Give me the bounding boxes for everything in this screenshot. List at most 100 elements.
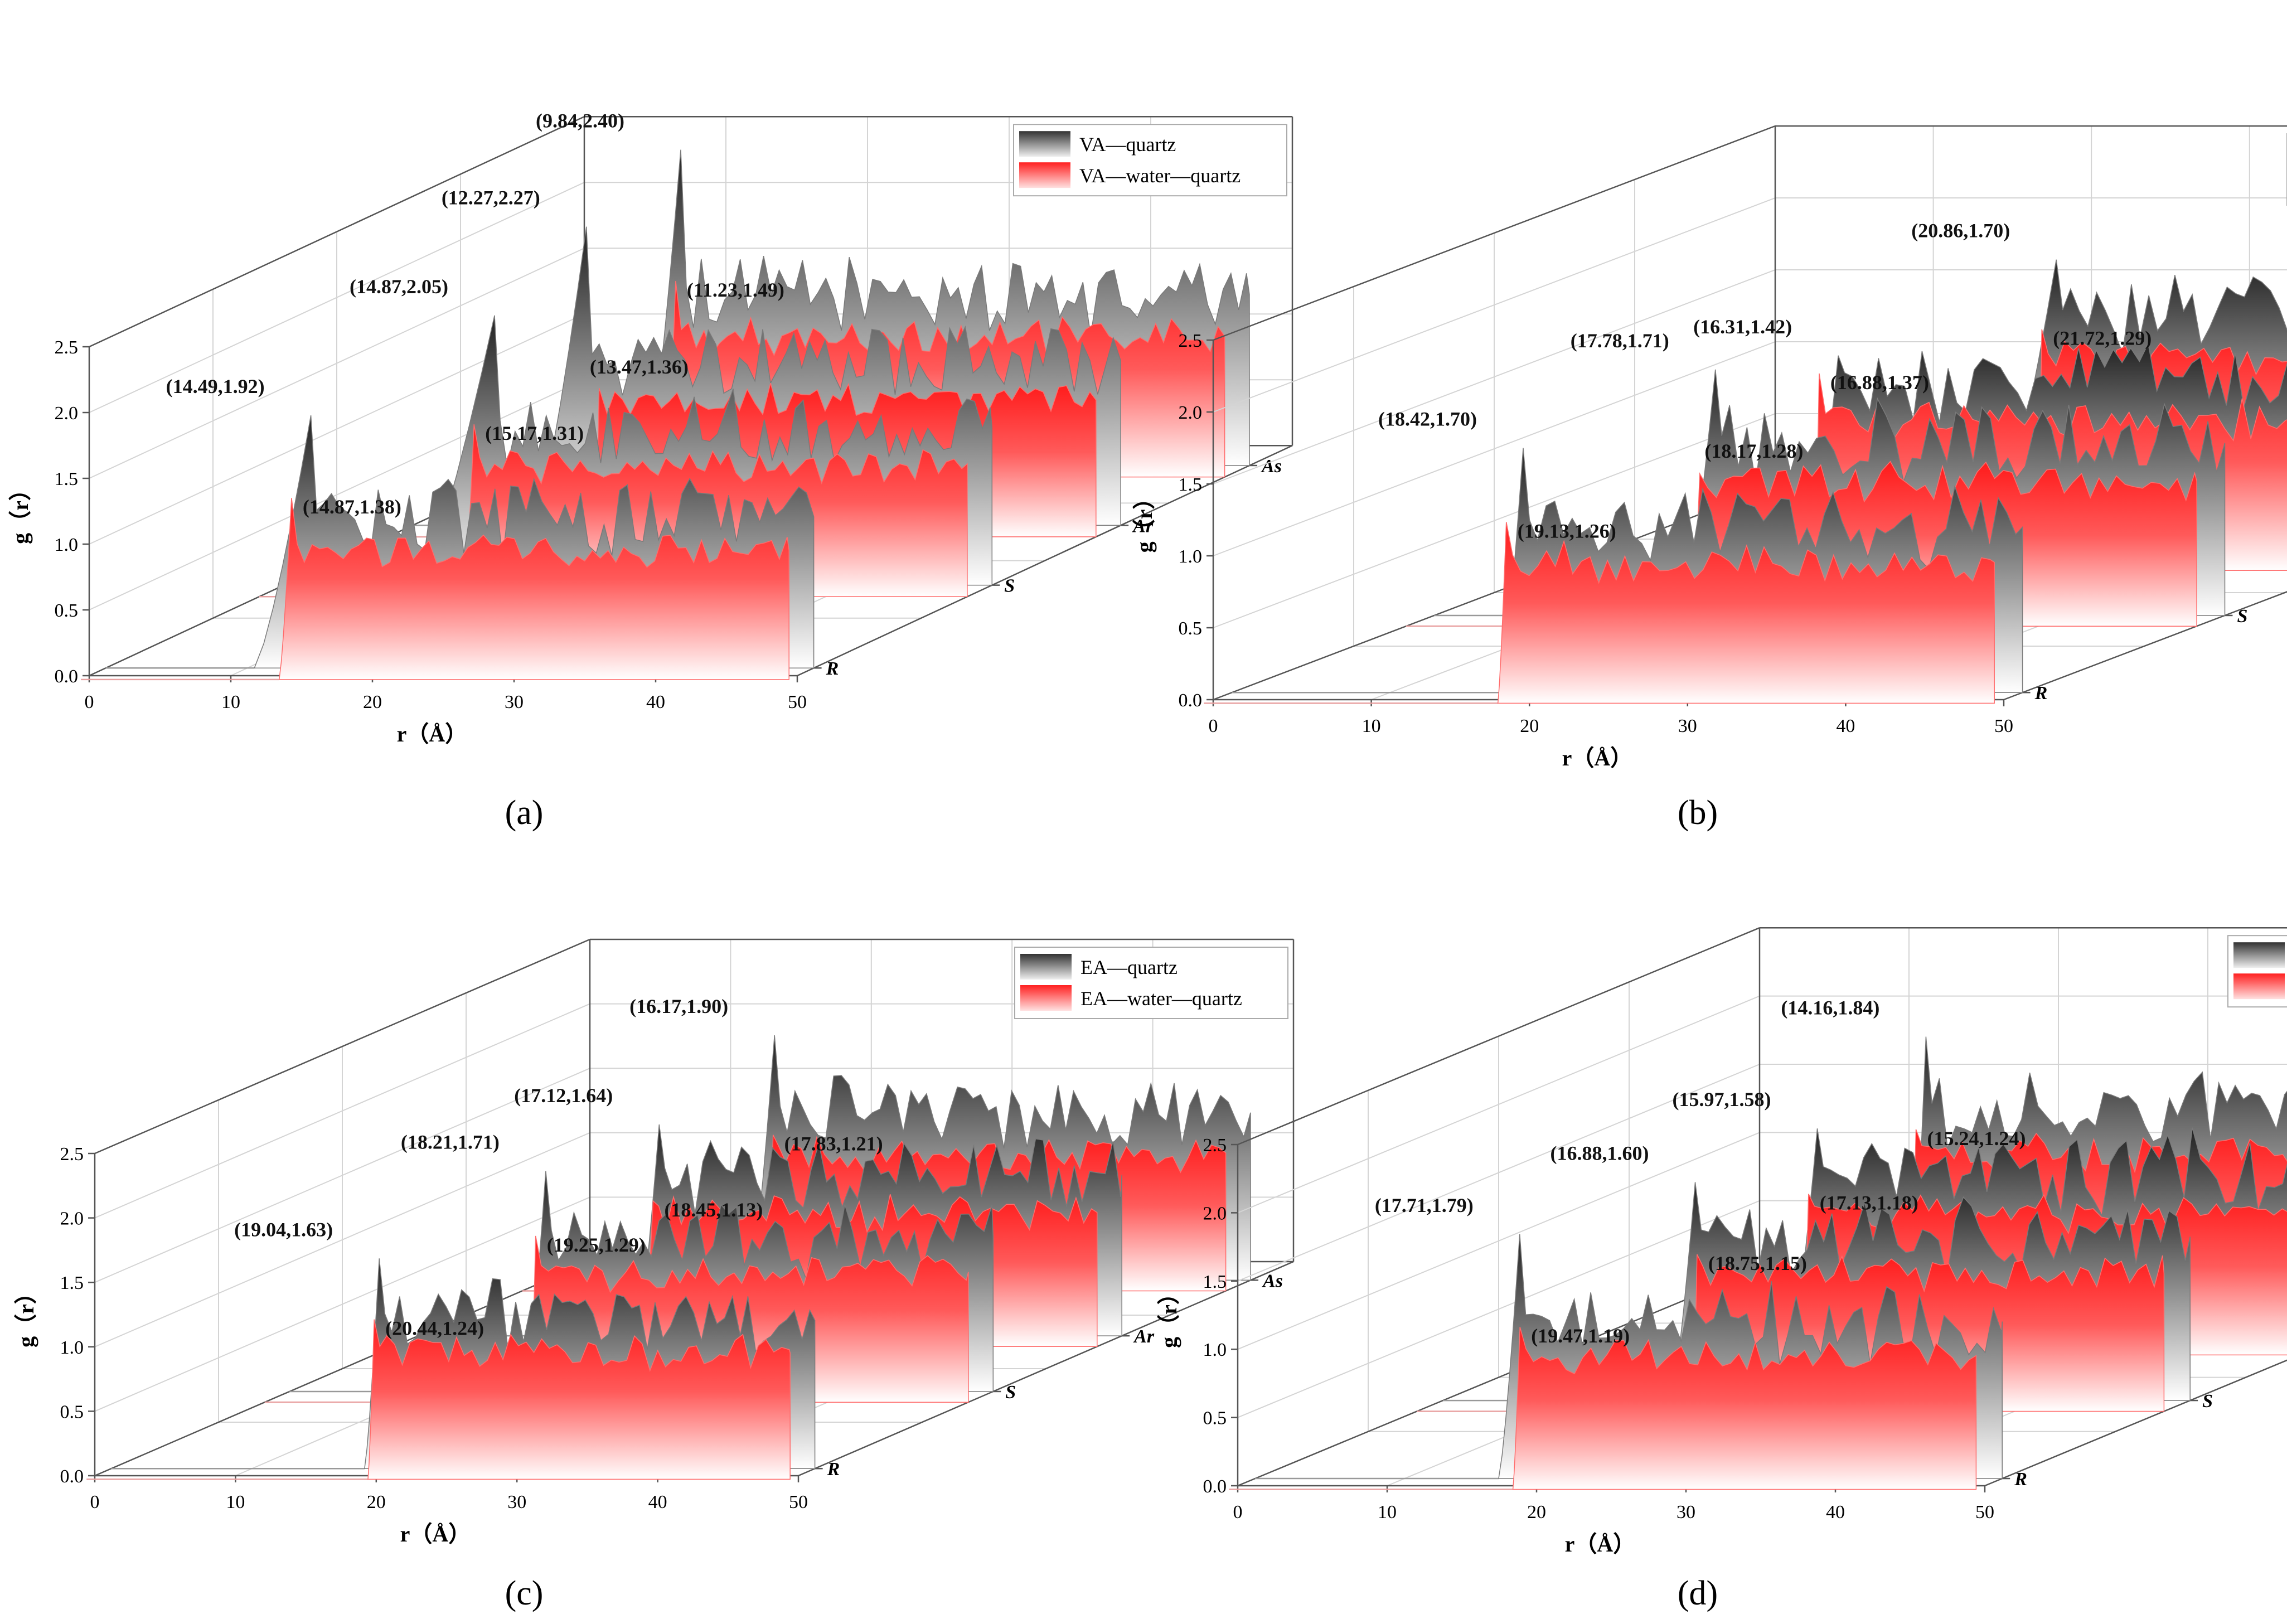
x-tick-label: 40 [646, 692, 665, 712]
category-label: S [2237, 606, 2247, 627]
chart-panel-0: 0 10 20 30 40 500.00.51.01.52.02.5RSArAsr（Å）g… [8, 110, 1293, 746]
x-axis-title: r（Å） [1562, 745, 1633, 770]
panel-caption: (c) [505, 1574, 544, 1612]
x-tick-label: 0 [1233, 1502, 1243, 1523]
peak-annotation: (11.23,1.49) [687, 279, 784, 301]
x-tick-label: 20 [1520, 716, 1539, 736]
x-tick-label: 30 [1678, 716, 1697, 736]
peak-annotation: (16.88,1.60) [1550, 1142, 1649, 1164]
y-tick-label: 2.5 [1203, 1135, 1227, 1156]
x-axis-title: r（Å） [1565, 1531, 1636, 1557]
series-area-water-quartz-R [278, 498, 789, 680]
y-tick-label: 0.0 [1179, 690, 1203, 711]
legend: EA—quartz EA—water—quartz [1014, 947, 1288, 1019]
category-label: R [827, 1459, 840, 1480]
legend-swatch-quartz [1020, 954, 1072, 980]
legend: WA—quartzWA—water—quartz [2227, 935, 2287, 1008]
peak-annotation: (9.84,2.40) [536, 110, 624, 132]
peak-annotation: (18.75,1.15) [1708, 1252, 1807, 1274]
series-area-water-quartz-R [1497, 522, 1995, 704]
category-label: Ar [1132, 516, 1154, 536]
y-tick-label: 0.0 [1203, 1476, 1227, 1497]
y-tick-label: 2.0 [60, 1209, 84, 1229]
peak-annotation: (17.83,1.21) [784, 1133, 883, 1155]
x-tick-label: 20 [363, 692, 382, 712]
peak-annotation: (12.27,2.27) [442, 187, 540, 209]
peak-annotation: (17.13,1.18) [1820, 1192, 1918, 1214]
panel-caption: (a) [505, 794, 544, 832]
peak-annotation: (15.24,1.24) [1927, 1127, 2026, 1150]
series-area-water-quartz-R [367, 1319, 791, 1480]
y-tick-label: 2.5 [1179, 331, 1203, 351]
y-tick-label: 1.5 [60, 1273, 84, 1293]
y-tick-label: 1.0 [55, 535, 79, 555]
x-tick-label: 20 [1527, 1502, 1546, 1523]
peak-annotation: (17.78,1.71) [1571, 329, 1669, 352]
x-tick-label: 40 [648, 1492, 667, 1512]
category-label: S [2202, 1391, 2213, 1412]
peak-annotation: (14.49,1.92) [166, 375, 265, 397]
y-tick-label: 2.5 [60, 1144, 84, 1165]
legend-label: EA—water—quartz [1080, 987, 1242, 1010]
x-axis-title: r（Å） [400, 1521, 471, 1547]
peak-annotation: (19.13,1.26) [1518, 520, 1616, 542]
peak-annotation: (15.17,1.31) [485, 422, 584, 444]
peak-annotation: (18.17,1.28) [1704, 440, 1803, 462]
y-tick-label: 1.5 [1203, 1272, 1227, 1292]
legend-swatch-quartz [2233, 942, 2285, 968]
x-tick-label: 10 [226, 1492, 245, 1512]
y-tick-label: 1.5 [55, 469, 79, 489]
chart-panel-1: 010203040500.00.51.01.52.02.5RSArAsr（Å）g… [1132, 125, 2287, 770]
legend-swatch-quartz [1019, 131, 1070, 157]
x-tick-label: 0 [1209, 716, 1218, 736]
y-tick-label: 1.0 [60, 1337, 84, 1358]
y-axis-title: g（r） [1156, 1282, 1181, 1348]
legend-label: VA—quartz [1079, 133, 1176, 156]
peak-annotation: (20.44,1.24) [385, 1317, 484, 1340]
peak-annotation: (14.87,1.38) [303, 496, 401, 518]
legend-swatch-water-quartz [1020, 985, 1072, 1011]
x-tick-label: 30 [507, 1492, 526, 1512]
x-tick-label: 30 [1677, 1502, 1695, 1523]
peak-annotation: (14.16,1.84) [1781, 996, 1879, 1019]
x-tick-label: 10 [1378, 1502, 1397, 1523]
peak-annotation: (19.47,1.19) [1531, 1325, 1630, 1347]
x-tick-label: 0 [85, 692, 94, 712]
axes-labels: 010203040500.00.51.01.52.02.5RSArAsr（Å）g… [1156, 1135, 2213, 1557]
legend-label: VA—water—quartz [1079, 164, 1241, 187]
y-tick-label: 2.0 [55, 403, 79, 424]
y-tick-label: 0.0 [60, 1466, 84, 1487]
y-tick-label: 0.0 [55, 666, 79, 687]
peak-annotation: (17.71,1.79) [1375, 1194, 1474, 1216]
x-tick-label: 50 [1975, 1502, 1994, 1523]
x-tick-label: 50 [1994, 716, 2013, 736]
y-tick-label: 0.5 [1203, 1408, 1227, 1429]
x-tick-label: 10 [1362, 716, 1381, 736]
y-tick-label: 2.0 [1179, 403, 1203, 423]
series-area-water-quartz-R [1512, 1327, 1977, 1490]
x-tick-label: 50 [788, 692, 807, 712]
y-tick-label: 1.5 [1179, 474, 1203, 495]
peak-annotation: (19.04,1.63) [234, 1218, 333, 1240]
x-tick-label: 50 [789, 1492, 808, 1512]
y-tick-label: 2.5 [55, 337, 79, 358]
peak-annotation: (16.88,1.37) [1830, 371, 1929, 394]
panel-caption: (d) [1678, 1574, 1718, 1612]
y-tick-label: 2.0 [1203, 1203, 1227, 1224]
category-label: R [2014, 1469, 2027, 1490]
chart-panel-3: 010203040500.00.51.01.52.02.5RSArAsr（Å）g… [1156, 927, 2287, 1557]
category-label: R [2034, 683, 2048, 704]
legend-swatch-water-quartz [2233, 973, 2285, 1000]
peak-annotation: (16.17,1.90) [629, 995, 728, 1017]
panel-caption: (b) [1678, 794, 1718, 832]
legend: VA—quartz VA—water—quartz [1013, 124, 1287, 197]
x-tick-label: 20 [367, 1492, 386, 1512]
peak-annotation: (19.25,1.29) [547, 1234, 646, 1256]
x-tick-label: 10 [221, 692, 240, 712]
y-tick-label: 1.0 [1179, 546, 1203, 567]
category-label: S [1005, 1382, 1016, 1403]
peak-annotation: (21.72,1.29) [2053, 327, 2152, 350]
category-label: As [1262, 1271, 1283, 1291]
